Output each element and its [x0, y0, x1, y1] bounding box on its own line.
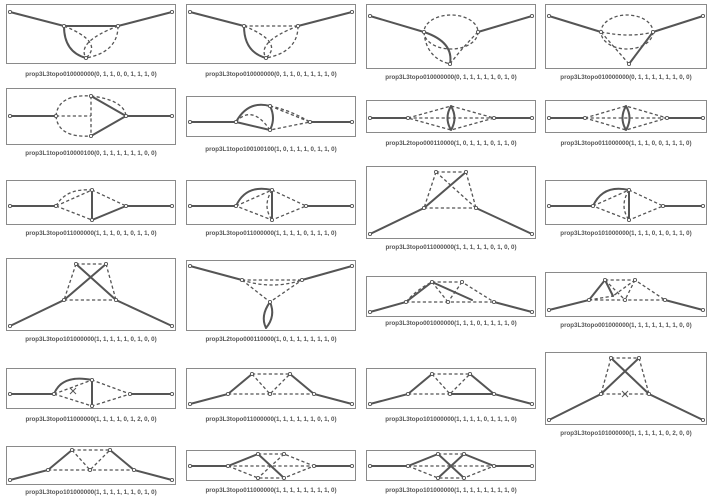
caption-p12: prop3L3topo101000000(1, 1, 1, 0, 1, 0, 1…	[560, 230, 692, 237]
caption-p03: prop3L3topo010000000(0, 1, 1, 1, 1, 1, 0…	[385, 74, 517, 81]
caption-p02: prop3L3topo010000000(0, 1, 1, 0, 1, 1, 1…	[205, 71, 337, 78]
panel-p13: prop3L3topo101000000(1, 1, 1, 1, 1, 0, 1…	[6, 258, 176, 348]
panel-p21: prop3L3topo101000000(1, 1, 1, 1, 1, 1, 0…	[6, 446, 176, 498]
panel-p12: prop3L3topo101000000(1, 1, 1, 0, 1, 0, 1…	[545, 180, 707, 242]
diagram-p08	[545, 100, 707, 133]
diagram-p15	[366, 276, 536, 317]
panel-p14: prop3L2topo000110000(1, 0, 1, 1, 1, 1, 1…	[186, 260, 356, 348]
panel-p02: prop3L3topo010000000(0, 1, 1, 0, 1, 1, 1…	[186, 4, 356, 82]
caption-p01: prop3L3topo010000000(0, 1, 1, 0, 0, 1, 1…	[25, 71, 157, 78]
caption-p13: prop3L3topo101000000(1, 1, 1, 1, 1, 0, 1…	[25, 336, 157, 343]
diagram-p11	[366, 166, 536, 239]
caption-p10: prop3L3topo011000000(1, 1, 1, 1, 0, 1, 1…	[205, 230, 337, 237]
diagram-p22	[186, 450, 356, 481]
caption-p08: prop3L3topo011000000(1, 1, 1, 0, 0, 1, 1…	[560, 140, 692, 147]
panel-p05: prop3L1topo010000100(0, 1, 1, 1, 1, 1, 1…	[6, 88, 176, 160]
diagram-p01	[6, 4, 176, 64]
caption-p22: prop3L3topo011000000(1, 1, 1, 1, 1, 1, 1…	[205, 487, 337, 494]
caption-p06: prop3L1topo100100100(1, 0, 1, 1, 1, 0, 1…	[205, 146, 337, 153]
diagram-p09	[6, 180, 176, 225]
caption-p19: prop3L3topo101000000(1, 1, 1, 1, 0, 1, 1…	[385, 416, 517, 423]
diagram-p23	[366, 450, 536, 481]
panel-p20: prop3L3topo101000000(1, 1, 1, 1, 1, 0, 2…	[545, 352, 707, 442]
caption-p05: prop3L1topo010000100(0, 1, 1, 1, 1, 1, 1…	[25, 150, 157, 157]
diagram-p18	[186, 368, 356, 409]
diagram-p12	[545, 180, 707, 225]
diagram-p17	[6, 368, 176, 409]
panel-p18: prop3L3topo011000000(1, 1, 1, 1, 1, 1, 0…	[186, 368, 356, 430]
panel-p17: prop3L3topo011000000(1, 1, 1, 1, 0, 1, 2…	[6, 368, 176, 430]
panel-p08: prop3L3topo011000000(1, 1, 1, 0, 0, 1, 1…	[545, 100, 707, 154]
panel-p11: prop3L3topo011000000(1, 1, 1, 1, 1, 0, 1…	[366, 166, 536, 251]
panel-p10: prop3L3topo011000000(1, 1, 1, 1, 0, 1, 1…	[186, 180, 356, 242]
caption-p21: prop3L3topo101000000(1, 1, 1, 1, 1, 1, 0…	[25, 489, 157, 496]
panel-p19: prop3L3topo101000000(1, 1, 1, 1, 0, 1, 1…	[366, 368, 536, 430]
caption-p14: prop3L2topo000110000(1, 0, 1, 1, 1, 1, 1…	[205, 336, 337, 343]
caption-p15: prop3L3topo001000000(1, 1, 1, 0, 1, 1, 1…	[385, 320, 517, 327]
panel-p01: prop3L3topo010000000(0, 1, 1, 0, 0, 1, 1…	[6, 4, 176, 82]
caption-p04: prop3L3topo010000000(0, 1, 1, 1, 1, 1, 1…	[560, 74, 692, 81]
caption-p20: prop3L3topo101000000(1, 1, 1, 1, 1, 0, 2…	[560, 430, 692, 437]
caption-p09: prop3L3topo011000000(1, 1, 1, 0, 1, 0, 1…	[25, 230, 157, 237]
diagram-p05	[6, 88, 176, 145]
diagram-p02	[186, 4, 356, 64]
diagram-p20	[545, 352, 707, 425]
diagram-p03	[366, 4, 536, 69]
diagram-p10	[186, 180, 356, 225]
caption-p18: prop3L3topo011000000(1, 1, 1, 1, 1, 1, 0…	[205, 416, 337, 423]
caption-p07: prop3L2topo000110000(1, 0, 1, 1, 1, 0, 1…	[385, 140, 517, 147]
panel-p09: prop3L3topo011000000(1, 1, 1, 0, 1, 0, 1…	[6, 180, 176, 242]
caption-p23: prop3L3topo101000000(1, 1, 1, 1, 1, 1, 1…	[385, 487, 517, 494]
diagram-p16	[545, 272, 707, 317]
diagram-p07	[366, 100, 536, 133]
diagram-p13	[6, 258, 176, 331]
diagram-p21	[6, 446, 176, 485]
panel-p22: prop3L3topo011000000(1, 1, 1, 1, 1, 1, 1…	[186, 450, 356, 498]
panel-p04: prop3L3topo010000000(0, 1, 1, 1, 1, 1, 1…	[545, 4, 707, 84]
panel-p03: prop3L3topo010000000(0, 1, 1, 1, 1, 1, 0…	[366, 4, 536, 84]
caption-p16: prop3L3topo001000000(1, 1, 1, 1, 1, 1, 1…	[560, 322, 692, 329]
panel-p16: prop3L3topo001000000(1, 1, 1, 1, 1, 1, 1…	[545, 272, 707, 332]
panel-p23: prop3L3topo101000000(1, 1, 1, 1, 1, 1, 1…	[366, 450, 536, 498]
diagram-p04	[545, 4, 707, 69]
panel-p07: prop3L2topo000110000(1, 0, 1, 1, 1, 0, 1…	[366, 100, 536, 154]
caption-p17: prop3L3topo011000000(1, 1, 1, 1, 0, 1, 2…	[25, 416, 157, 423]
panel-p06: prop3L1topo100100100(1, 0, 1, 1, 1, 0, 1…	[186, 96, 356, 158]
panel-p15: prop3L3topo001000000(1, 1, 1, 0, 1, 1, 1…	[366, 276, 536, 332]
caption-p11: prop3L3topo011000000(1, 1, 1, 1, 1, 0, 1…	[385, 244, 517, 251]
diagram-p19	[366, 368, 536, 409]
diagram-p06	[186, 96, 356, 137]
diagram-p14	[186, 260, 356, 331]
